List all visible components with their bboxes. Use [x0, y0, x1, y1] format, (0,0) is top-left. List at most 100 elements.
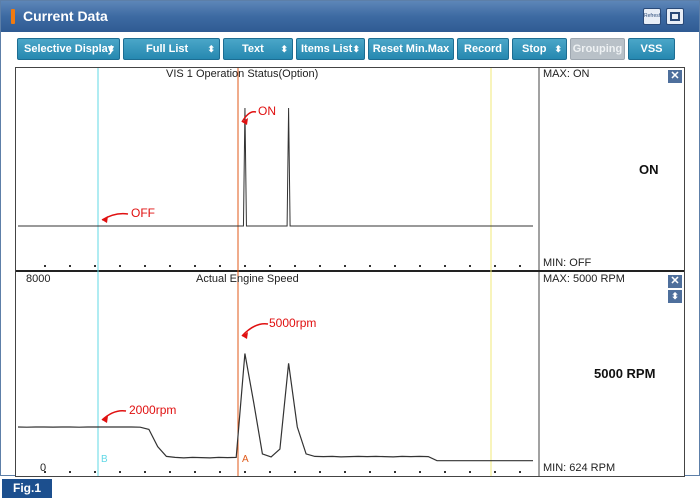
- graph-area: VIS 1 Operation Status(Option) MAX: ON M…: [15, 67, 685, 477]
- refresh-icon: Refresh: [644, 13, 662, 19]
- axis-tick: [44, 471, 46, 473]
- full-list-label: Full List: [146, 43, 189, 55]
- annotation-on-arrow-head: [242, 118, 248, 125]
- flag-icon: [11, 9, 15, 24]
- axis-tick: [44, 265, 46, 267]
- text-button[interactable]: Text ⬍: [223, 38, 293, 60]
- record-label: Record: [464, 43, 502, 55]
- grouping-button[interactable]: Grouping: [570, 38, 625, 60]
- grouping-label: Grouping: [572, 43, 623, 55]
- toolbar: Selective Display ⬍ Full List ⬍ Text ⬍ Item…: [1, 32, 699, 66]
- resize-icon: ⬍: [671, 291, 679, 301]
- figure-label: Fig.1: [2, 479, 52, 498]
- items-list-label: Items List: [301, 43, 353, 55]
- dropdown-icon: ⬍: [352, 44, 360, 54]
- axis-tick: [119, 265, 121, 267]
- panel-2-y-bottom-label: 0: [40, 462, 47, 474]
- current-data-window: Current Data Refresh Selective Display ⬍ …: [0, 0, 700, 477]
- panel-2-y-top-label: 8000: [26, 273, 51, 285]
- axis-tick: [469, 265, 471, 267]
- vss-label: VSS: [640, 43, 663, 55]
- axis-tick: [419, 471, 421, 473]
- axis-tick: [519, 471, 521, 473]
- axis-tick: [69, 265, 71, 267]
- items-list-button[interactable]: Items List ⬍: [296, 38, 365, 60]
- axis-tick: [219, 265, 221, 267]
- annotation-5000rpm-arrow-head: [242, 332, 248, 339]
- axis-tick: [419, 265, 421, 267]
- text-label: Text: [242, 43, 264, 55]
- axis-tick: [369, 265, 371, 267]
- axis-tick: [519, 265, 521, 267]
- panel-2-current-value: 5000 RPM: [594, 366, 656, 381]
- annotation-5000rpm-arrow: [241, 323, 269, 337]
- window-title: Current Data: [23, 8, 108, 24]
- axis-tick: [444, 471, 446, 473]
- panel-1-current-value: ON: [639, 162, 659, 177]
- maximize-button[interactable]: [666, 8, 684, 25]
- axis-tick: [194, 265, 196, 267]
- full-list-button[interactable]: Full List ⬍: [123, 38, 220, 60]
- axis-tick: [269, 471, 271, 473]
- panel-1-max-label: MAX: ON: [543, 68, 590, 80]
- reset-min-max-button[interactable]: Reset Min.Max: [368, 38, 454, 60]
- selective-display-button[interactable]: Selective Display ⬍: [17, 38, 120, 60]
- annotation-5000rpm: 5000rpm: [269, 316, 317, 330]
- close-icon: ✕: [670, 275, 680, 287]
- panel-2-title: Actual Engine Speed: [196, 273, 299, 285]
- axis-tick: [244, 471, 246, 473]
- dropdown-icon: ⬍: [554, 44, 562, 54]
- panel-2-resize-button[interactable]: ⬍: [668, 290, 682, 303]
- annotation-2000rpm-arrow-head: [102, 416, 108, 423]
- axis-tick: [394, 471, 396, 473]
- axis-tick: [344, 265, 346, 267]
- axis-tick: [94, 471, 96, 473]
- axis-tick: [444, 265, 446, 267]
- axis-tick: [494, 471, 496, 473]
- close-icon: ✕: [670, 70, 680, 82]
- selective-display-label: Selective Display: [24, 43, 114, 55]
- dropdown-icon: ⬍: [207, 44, 215, 54]
- maximize-icon: [670, 12, 680, 21]
- axis-tick: [69, 471, 71, 473]
- annotation-on-arrow: [241, 110, 257, 123]
- axis-tick: [319, 265, 321, 267]
- axis-tick: [119, 471, 121, 473]
- panel-2-speed-line: [17, 353, 533, 462]
- axis-tick: [294, 471, 296, 473]
- axis-tick: [194, 471, 196, 473]
- panel-2-close-button[interactable]: ✕: [668, 275, 682, 288]
- vss-button[interactable]: VSS: [628, 38, 675, 60]
- axis-tick: [169, 471, 171, 473]
- axis-tick: [469, 471, 471, 473]
- panel-1-title: VIS 1 Operation Status(Option): [166, 68, 319, 80]
- annotation-2000rpm: 2000rpm: [129, 403, 177, 417]
- refresh-button[interactable]: Refresh: [643, 8, 662, 25]
- cursor-b-label: B: [101, 454, 108, 465]
- annotation-2000rpm-arrow: [101, 409, 127, 421]
- annotation-on: ON: [258, 104, 276, 118]
- stop-label: Stop: [522, 43, 547, 55]
- axis-tick: [144, 471, 146, 473]
- panel-2-min-label: MIN: 624 RPM: [543, 462, 616, 474]
- panel-1-signal-line: [18, 107, 533, 227]
- axis-tick: [219, 471, 221, 473]
- annotation-off-arrow-head: [102, 216, 108, 223]
- dropdown-icon: ⬍: [107, 44, 115, 54]
- stop-button[interactable]: Stop ⬍: [512, 38, 567, 60]
- panel-1-close-button[interactable]: ✕: [668, 70, 682, 83]
- panel-1-min-label: MIN: OFF: [543, 257, 592, 269]
- reset-min-max-label: Reset Min.Max: [372, 43, 450, 55]
- axis-tick: [494, 265, 496, 267]
- axis-tick: [269, 265, 271, 267]
- graph-canvas: [16, 68, 684, 476]
- title-bar: Current Data Refresh: [1, 1, 699, 32]
- axis-tick: [294, 265, 296, 267]
- axis-tick: [94, 265, 96, 267]
- cursor-a-label: A: [242, 454, 249, 465]
- axis-tick: [344, 471, 346, 473]
- axis-tick: [169, 265, 171, 267]
- axis-tick: [319, 471, 321, 473]
- axis-tick: [244, 265, 246, 267]
- record-button[interactable]: Record: [457, 38, 509, 60]
